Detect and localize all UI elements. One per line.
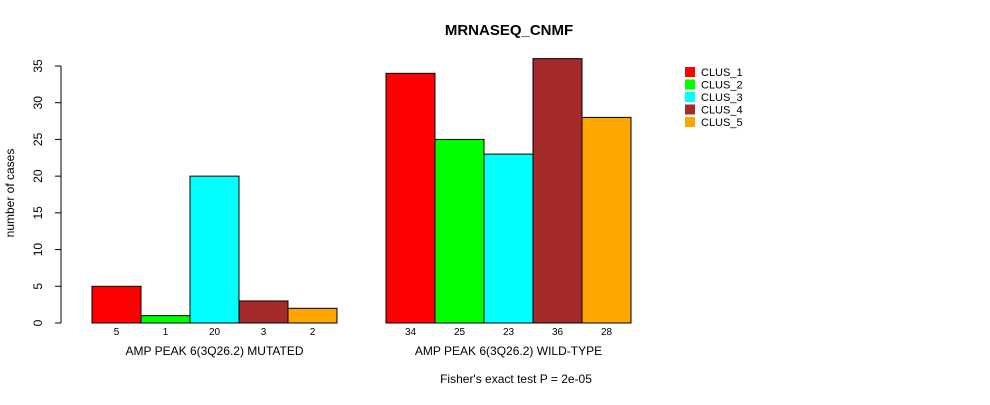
bar-count-label: 3	[261, 327, 267, 338]
legend-swatch	[685, 67, 695, 77]
bar-clus3-group-1	[189, 175, 240, 324]
legend-swatch	[685, 92, 695, 102]
y-tick-label: 5	[31, 283, 45, 290]
bar-count-label: 25	[454, 327, 466, 338]
legend-label: CLUS_2	[701, 80, 743, 92]
bar-count-label: 34	[405, 327, 417, 338]
bar-count-label: 23	[503, 327, 515, 338]
bar-clus5-group-2	[581, 116, 632, 324]
bar-clus4-group-1	[238, 300, 289, 324]
bar-clus1-group-1	[91, 285, 142, 324]
bar-count-label: 5	[114, 327, 120, 338]
y-tick-label: 0	[31, 319, 45, 326]
bar-count-label: 1	[163, 327, 169, 338]
y-tick-label: 15	[31, 206, 45, 220]
legend-swatch	[685, 104, 695, 115]
bar-clus5-group-1	[287, 307, 338, 324]
legend-label: CLUS_5	[701, 117, 743, 129]
y-tick-label: 25	[31, 132, 45, 146]
legend-swatch	[685, 117, 695, 127]
bar-count-label: 2	[310, 327, 316, 338]
fisher-test-footnote: Fisher's exact test P = 2e-05	[440, 372, 592, 386]
y-axis-title: number of cases	[3, 149, 17, 238]
chart-title: MRNASEQ_CNMF	[445, 22, 573, 39]
group-labels: AMP PEAK 6(3Q26.2) MUTATED AMP PEAK 6(3Q2…	[125, 344, 602, 358]
bar-clus3-group-2	[483, 153, 534, 324]
bars	[91, 58, 632, 324]
bar-clus1-group-2	[385, 72, 436, 324]
count-labels: 5 1 20 3 2 34 25 23 36 28	[114, 327, 613, 338]
bar-clus2-group-1	[140, 315, 191, 324]
y-tick-label: 30	[31, 96, 45, 110]
bar-count-label: 20	[209, 327, 221, 338]
bar-clus4-group-2	[532, 58, 583, 324]
y-axis: 0 5 10 15 20 25 30 35	[31, 59, 62, 326]
bar-count-label: 36	[552, 327, 564, 338]
bar-clus2-group-2	[434, 138, 485, 324]
legend-label: CLUS_1	[701, 67, 743, 79]
legend-label: CLUS_4	[701, 105, 743, 117]
y-tick-label: 35	[31, 59, 45, 73]
bar-count-label: 28	[601, 327, 613, 338]
group-label-2: AMP PEAK 6(3Q26.2) WILD-TYPE	[415, 344, 602, 358]
group-label-1: AMP PEAK 6(3Q26.2) MUTATED	[125, 344, 303, 358]
legend-label: CLUS_3	[701, 92, 743, 104]
y-tick-label: 10	[31, 243, 45, 257]
y-tick-label: 20	[31, 169, 45, 183]
legend-swatch	[685, 79, 695, 90]
